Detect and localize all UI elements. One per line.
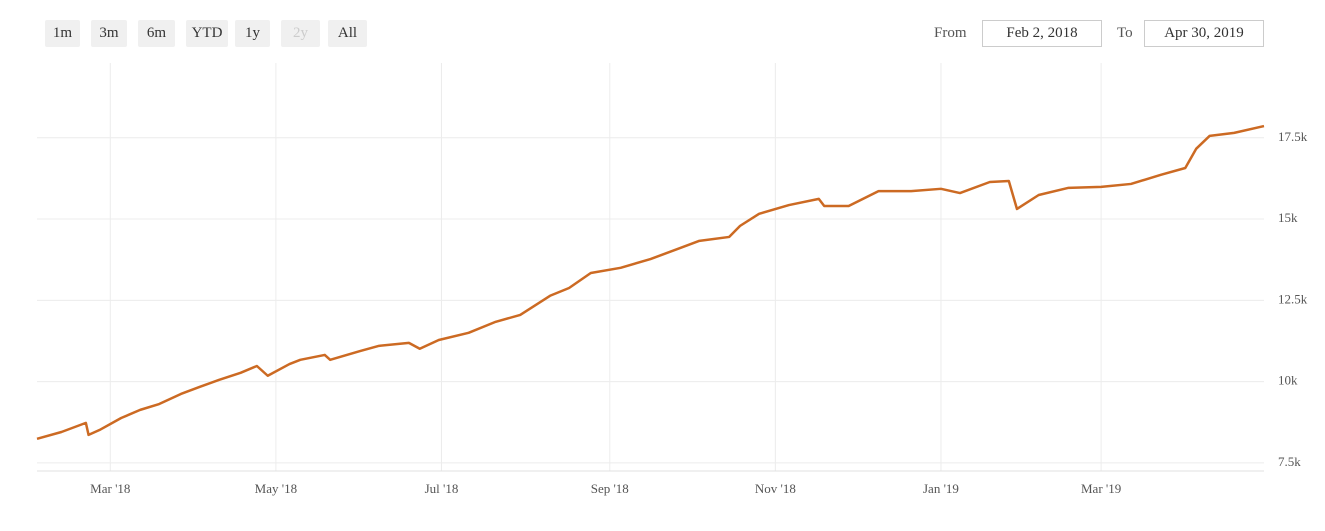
range-button[interactable]: 1y [235,20,270,47]
to-label: To [1117,25,1133,41]
y-tick-label: 12.5k [1278,291,1308,306]
y-tick-label: 17.5k [1278,129,1308,144]
x-tick-label: Jul '18 [425,481,459,496]
y-tick-label: 15k [1278,210,1298,225]
range-button[interactable]: 3m [91,20,127,47]
x-tick-label: Nov '18 [755,481,796,496]
x-tick-label: Jan '19 [923,481,959,496]
from-label: From [934,25,967,41]
range-button: 2y [281,20,320,47]
y-tick-label: 7.5k [1278,454,1301,469]
range-button[interactable]: 1m [45,20,80,47]
range-button[interactable]: YTD [186,20,228,47]
range-button[interactable]: 6m [138,20,175,47]
x-tick-label: Mar '18 [90,481,130,496]
from-input[interactable]: Feb 2, 2018 [982,20,1102,47]
range-button[interactable]: All [328,20,367,47]
data-line [36,124,1265,441]
to-input[interactable]: Apr 30, 2019 [1144,20,1264,47]
x-tick-label: May '18 [255,481,297,496]
x-tick-label: Sep '18 [591,481,629,496]
y-tick-label: 10k [1278,373,1298,388]
x-tick-label: Mar '19 [1081,481,1121,496]
